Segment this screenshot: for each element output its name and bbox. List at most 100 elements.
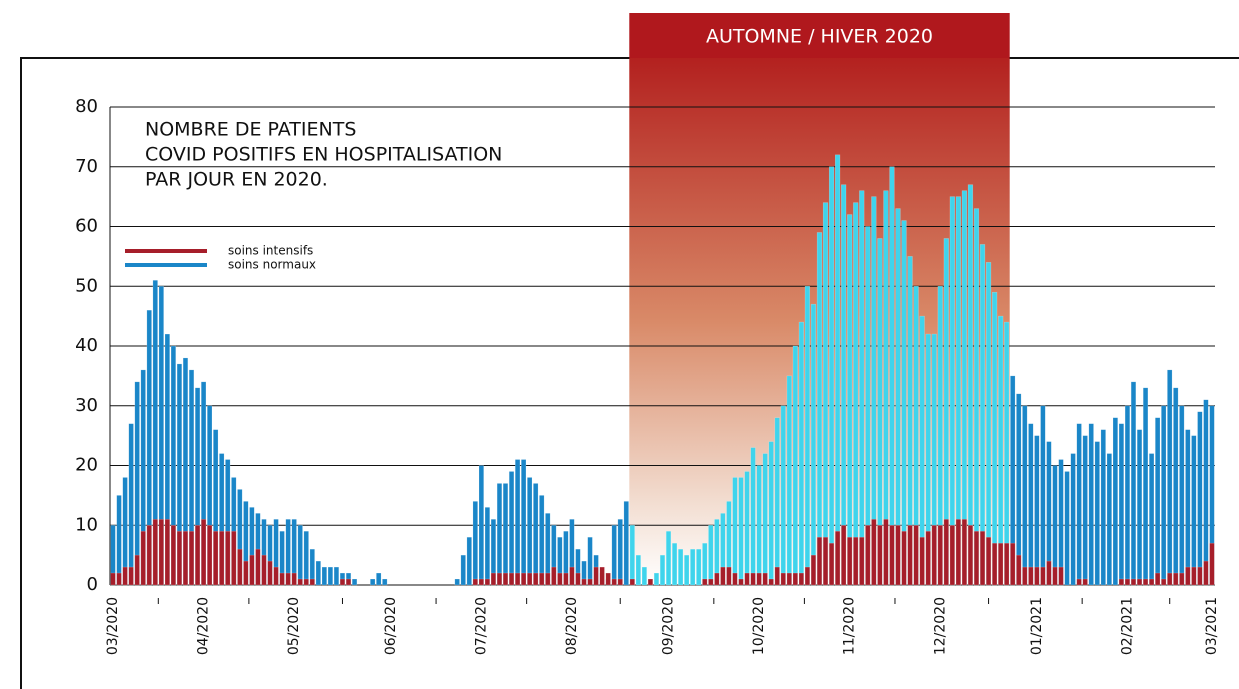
bar bbox=[128, 423, 134, 586]
bar bbox=[678, 548, 684, 586]
bar bbox=[961, 519, 968, 586]
bar bbox=[1136, 429, 1143, 586]
bar bbox=[110, 572, 116, 586]
bar bbox=[967, 184, 974, 586]
chart-title: COVID POSITIFS EN HOSPITALISATION bbox=[145, 144, 502, 166]
bar bbox=[128, 566, 134, 586]
bar bbox=[502, 572, 509, 586]
bar bbox=[207, 525, 213, 586]
bar bbox=[871, 519, 877, 586]
bar bbox=[623, 501, 629, 586]
bar bbox=[991, 291, 998, 586]
y-tick-label: 30 bbox=[75, 395, 98, 416]
bar bbox=[708, 578, 714, 586]
bar bbox=[255, 548, 261, 586]
bar bbox=[991, 542, 998, 586]
bar bbox=[768, 578, 774, 586]
bar bbox=[690, 548, 696, 586]
bar bbox=[376, 572, 382, 586]
bar bbox=[998, 542, 1004, 586]
bar bbox=[798, 321, 804, 586]
bar bbox=[1185, 429, 1191, 586]
bar bbox=[1040, 566, 1046, 586]
bar bbox=[828, 542, 835, 586]
bar bbox=[261, 554, 267, 586]
bar bbox=[587, 536, 593, 586]
bar bbox=[557, 572, 563, 586]
bar bbox=[967, 525, 974, 586]
bar bbox=[877, 525, 883, 586]
bar bbox=[194, 525, 201, 586]
bar bbox=[780, 405, 786, 586]
x-tick-label: 05/2020 bbox=[286, 597, 302, 655]
bar bbox=[539, 495, 545, 586]
bar bbox=[1130, 381, 1137, 586]
bar bbox=[454, 578, 460, 586]
bar bbox=[1197, 411, 1203, 586]
x-tick-label: 08/2020 bbox=[564, 597, 580, 655]
x-tick-label: 11/2020 bbox=[842, 597, 858, 655]
bar bbox=[1112, 417, 1118, 586]
bar bbox=[1034, 435, 1040, 586]
bar bbox=[321, 566, 327, 586]
bar bbox=[1130, 578, 1137, 586]
bar bbox=[835, 530, 841, 586]
bar bbox=[1028, 423, 1034, 586]
bar bbox=[1064, 471, 1070, 586]
bar bbox=[714, 572, 720, 586]
bar bbox=[786, 572, 792, 586]
bar bbox=[237, 548, 243, 586]
bar bbox=[1046, 560, 1052, 586]
bar bbox=[641, 566, 647, 586]
bar bbox=[116, 572, 122, 586]
bar bbox=[792, 572, 798, 586]
bar bbox=[925, 530, 931, 586]
bar bbox=[134, 554, 140, 586]
bar bbox=[1118, 423, 1125, 586]
bar bbox=[671, 542, 678, 586]
x-tick-label: 04/2020 bbox=[196, 597, 212, 655]
bar bbox=[1148, 453, 1155, 586]
y-tick-label: 70 bbox=[75, 156, 98, 177]
bar bbox=[1209, 542, 1215, 586]
bar bbox=[1028, 566, 1034, 586]
bar bbox=[847, 536, 853, 586]
bar bbox=[949, 525, 955, 586]
bar bbox=[1142, 387, 1149, 586]
bar bbox=[1173, 572, 1179, 586]
bar bbox=[116, 495, 122, 586]
bar bbox=[279, 572, 285, 586]
bar bbox=[1022, 566, 1028, 586]
bar bbox=[732, 477, 738, 586]
bar bbox=[889, 525, 895, 586]
bar bbox=[955, 519, 961, 586]
bar bbox=[478, 578, 484, 586]
bar bbox=[1179, 572, 1185, 586]
bar bbox=[913, 525, 919, 586]
bar bbox=[545, 572, 551, 586]
bar bbox=[653, 572, 660, 586]
bar bbox=[943, 519, 949, 586]
bar bbox=[146, 525, 152, 586]
bar bbox=[889, 166, 895, 586]
bar bbox=[738, 578, 744, 586]
bar bbox=[134, 381, 140, 586]
bar bbox=[1100, 429, 1106, 586]
bar bbox=[533, 483, 539, 586]
bar bbox=[593, 566, 599, 586]
bar bbox=[919, 536, 925, 586]
x-tick-label: 02/2021 bbox=[1119, 597, 1135, 655]
y-tick-label: 0 bbox=[87, 574, 98, 595]
bar bbox=[750, 447, 756, 586]
bar bbox=[1088, 423, 1094, 586]
bar bbox=[569, 566, 575, 586]
bar bbox=[587, 578, 593, 586]
bar bbox=[865, 525, 871, 586]
bar bbox=[484, 507, 490, 586]
y-tick-label: 50 bbox=[75, 275, 98, 296]
legend-label: soins intensifs bbox=[228, 244, 313, 258]
bar bbox=[1191, 566, 1197, 586]
bar bbox=[508, 572, 515, 586]
bar bbox=[122, 566, 128, 586]
